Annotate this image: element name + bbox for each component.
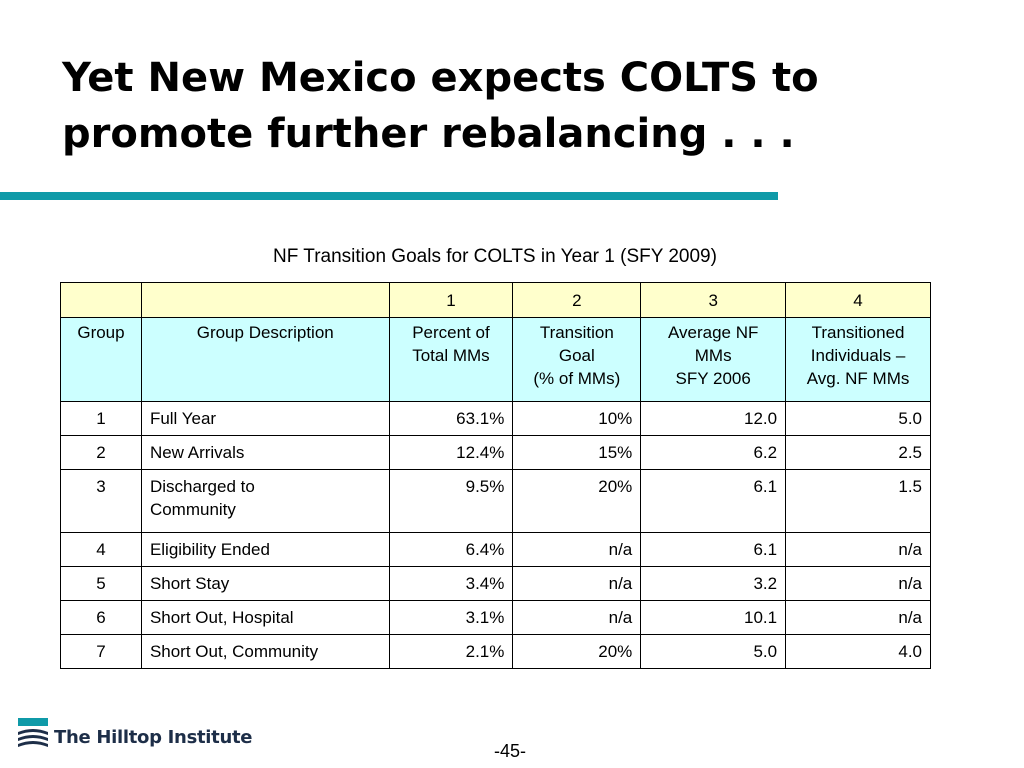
cell-line: Percent of [412, 323, 490, 342]
cell-line: Transitioned [811, 323, 905, 342]
transition-goal-cell: 20% [512, 469, 642, 533]
cell-line: SFY 2006 [675, 369, 751, 388]
group-cell: 2 [60, 435, 142, 470]
cell-line: Individuals – [810, 346, 906, 365]
cell-line: Short Stay [149, 574, 230, 593]
table-caption: NF Transition Goals for COLTS in Year 1 … [273, 246, 717, 267]
transitioned-individuals-cell: 4.0 [785, 634, 931, 669]
percent-total-mms-cell: 9.5% [388, 469, 514, 533]
average-nf-mms-cell: 3.2 [640, 566, 787, 601]
logo-text: The Hilltop Institute [54, 727, 253, 748]
group-cell: 3 [60, 469, 142, 533]
group-description-cell: Full Year [140, 401, 390, 436]
cell-line: (% of MMs) [533, 369, 621, 388]
average-nf-mms-cell: 12.0 [640, 401, 787, 436]
header-cell: Group Description [140, 317, 390, 402]
cell-line: Total MMs [412, 346, 490, 365]
cell-line: Short Out, Community [149, 642, 319, 661]
cell-line: Group [77, 323, 125, 342]
transitioned-individuals-cell: 1.5 [785, 469, 931, 533]
transition-goal-cell: n/a [512, 566, 642, 601]
percent-total-mms-cell: 63.1% [388, 401, 514, 436]
group-description-cell: Short Stay [140, 566, 390, 601]
slide-title-line-1: Yet New Mexico expects COLTS to [62, 55, 819, 101]
average-nf-mms-cell: 5.0 [640, 634, 787, 669]
group-cell: 7 [60, 634, 142, 669]
transitioned-individuals-cell: n/a [785, 600, 931, 635]
transitioned-individuals-cell: n/a [785, 566, 931, 601]
percent-total-mms-cell: 2.1% [388, 634, 514, 669]
title-divider [0, 192, 778, 200]
transitioned-individuals-cell: n/a [785, 532, 931, 567]
page-number: -45- [493, 741, 526, 761]
hilltop-logo: The Hilltop Institute [18, 716, 253, 750]
column-number-cell: 1 [388, 282, 514, 318]
group-description-cell: Short Out, Hospital [140, 600, 390, 635]
table-row: 5 Short Stay 3.4% n/a 3.2 n/a [60, 566, 931, 601]
table-row: 6 Short Out, Hospital 3.1% n/a 10.1 n/a [60, 600, 931, 635]
transition-goal-cell: n/a [512, 600, 642, 635]
header-cell: Average NF MMs SFY 2006 [640, 317, 787, 402]
column-number-cell [60, 282, 142, 318]
cell-line: Short Out, Hospital [149, 608, 294, 627]
group-cell: 1 [60, 401, 142, 436]
group-description-cell: Short Out, Community [140, 634, 390, 669]
group-cell: 6 [60, 600, 142, 635]
group-cell: 5 [60, 566, 142, 601]
transition-goals-table: 1 2 3 4 Group Group Description Percent of Tota… [60, 282, 931, 669]
column-number-cell: 2 [512, 282, 642, 318]
transitioned-individuals-cell: 5.0 [785, 401, 931, 436]
header-cell: Transitioned Individuals – Avg. NF MMs [785, 317, 931, 402]
cell-line: Discharged to [149, 477, 255, 496]
average-nf-mms-cell: 6.2 [640, 435, 787, 470]
group-description-cell: Discharged to Community [140, 469, 390, 533]
cell-line: New Arrivals [149, 443, 245, 462]
cell-line: Eligibility Ended [149, 540, 270, 559]
group-description-cell: New Arrivals [140, 435, 390, 470]
average-nf-mms-cell: 6.1 [640, 532, 787, 567]
slide-title: Yet New Mexico expects COLTS to promote … [62, 50, 982, 162]
transition-goal-cell: n/a [512, 532, 642, 567]
percent-total-mms-cell: 3.1% [388, 600, 514, 635]
table-row: 3 Discharged to Community 9.5% 20% 6.1 1.5 [60, 469, 931, 533]
cell-line: Group Description [196, 323, 334, 342]
transition-goal-cell: 15% [512, 435, 642, 470]
percent-total-mms-cell: 3.4% [388, 566, 514, 601]
table-row: 2 New Arrivals 12.4% 15% 6.2 2.5 [60, 435, 931, 470]
cell-line: Full Year [149, 409, 217, 428]
table-row: 4 Eligibility Ended 6.4% n/a 6.1 n/a [60, 532, 931, 567]
table-row: 7 Short Out, Community 2.1% 20% 5.0 4.0 [60, 634, 931, 669]
header-cell: Percent of Total MMs [388, 317, 514, 402]
cell-line: Average NF [667, 323, 759, 342]
transition-goal-cell: 10% [512, 401, 642, 436]
header-cell: Group [60, 317, 142, 402]
column-number-cell: 3 [640, 282, 787, 318]
group-cell: 4 [60, 532, 142, 567]
slide-title-line-2: promote further rebalancing . . . [62, 111, 795, 157]
column-number-cell: 4 [785, 282, 931, 318]
cell-line: Avg. NF MMs [806, 369, 910, 388]
average-nf-mms-cell: 6.1 [640, 469, 787, 533]
transitioned-individuals-cell: 2.5 [785, 435, 931, 470]
average-nf-mms-cell: 10.1 [640, 600, 787, 635]
hilltop-logo-icon [18, 718, 48, 747]
header-row: Group Group Description Percent of Total MM… [60, 317, 931, 402]
cell-line: Goal [558, 346, 595, 365]
cell-line: Transition [539, 323, 614, 342]
transition-goal-cell: 20% [512, 634, 642, 669]
percent-total-mms-cell: 6.4% [388, 532, 514, 567]
group-description-cell: Eligibility Ended [140, 532, 390, 567]
table-row: 1 Full Year 63.1% 10% 12.0 5.0 [60, 401, 931, 436]
cell-line: Community [149, 500, 236, 519]
percent-total-mms-cell: 12.4% [388, 435, 514, 470]
column-number-cell [140, 282, 390, 318]
cell-line: MMs [694, 346, 732, 365]
header-cell: Transition Goal (% of MMs) [512, 317, 642, 402]
